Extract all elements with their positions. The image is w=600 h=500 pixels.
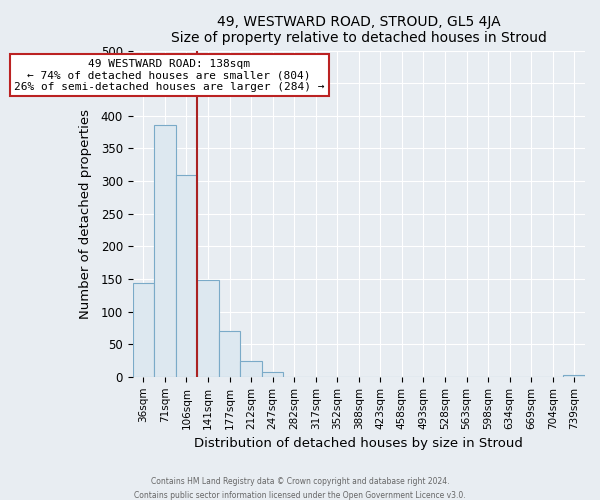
Y-axis label: Number of detached properties: Number of detached properties — [79, 108, 92, 318]
Bar — [241, 360, 262, 377]
Text: Contains HM Land Registry data © Crown copyright and database right 2024.
Contai: Contains HM Land Registry data © Crown c… — [134, 478, 466, 500]
Bar — [154, 125, 176, 377]
Bar — [563, 375, 585, 377]
Title: 49, WESTWARD ROAD, STROUD, GL5 4JA
Size of property relative to detached houses : 49, WESTWARD ROAD, STROUD, GL5 4JA Size … — [171, 15, 547, 45]
Bar — [219, 331, 241, 377]
Bar — [197, 280, 219, 377]
Bar — [176, 174, 197, 377]
Bar — [133, 283, 154, 377]
Bar — [262, 372, 283, 377]
Text: 49 WESTWARD ROAD: 138sqm
← 74% of detached houses are smaller (804)
26% of semi-: 49 WESTWARD ROAD: 138sqm ← 74% of detach… — [14, 58, 325, 92]
X-axis label: Distribution of detached houses by size in Stroud: Distribution of detached houses by size … — [194, 437, 523, 450]
